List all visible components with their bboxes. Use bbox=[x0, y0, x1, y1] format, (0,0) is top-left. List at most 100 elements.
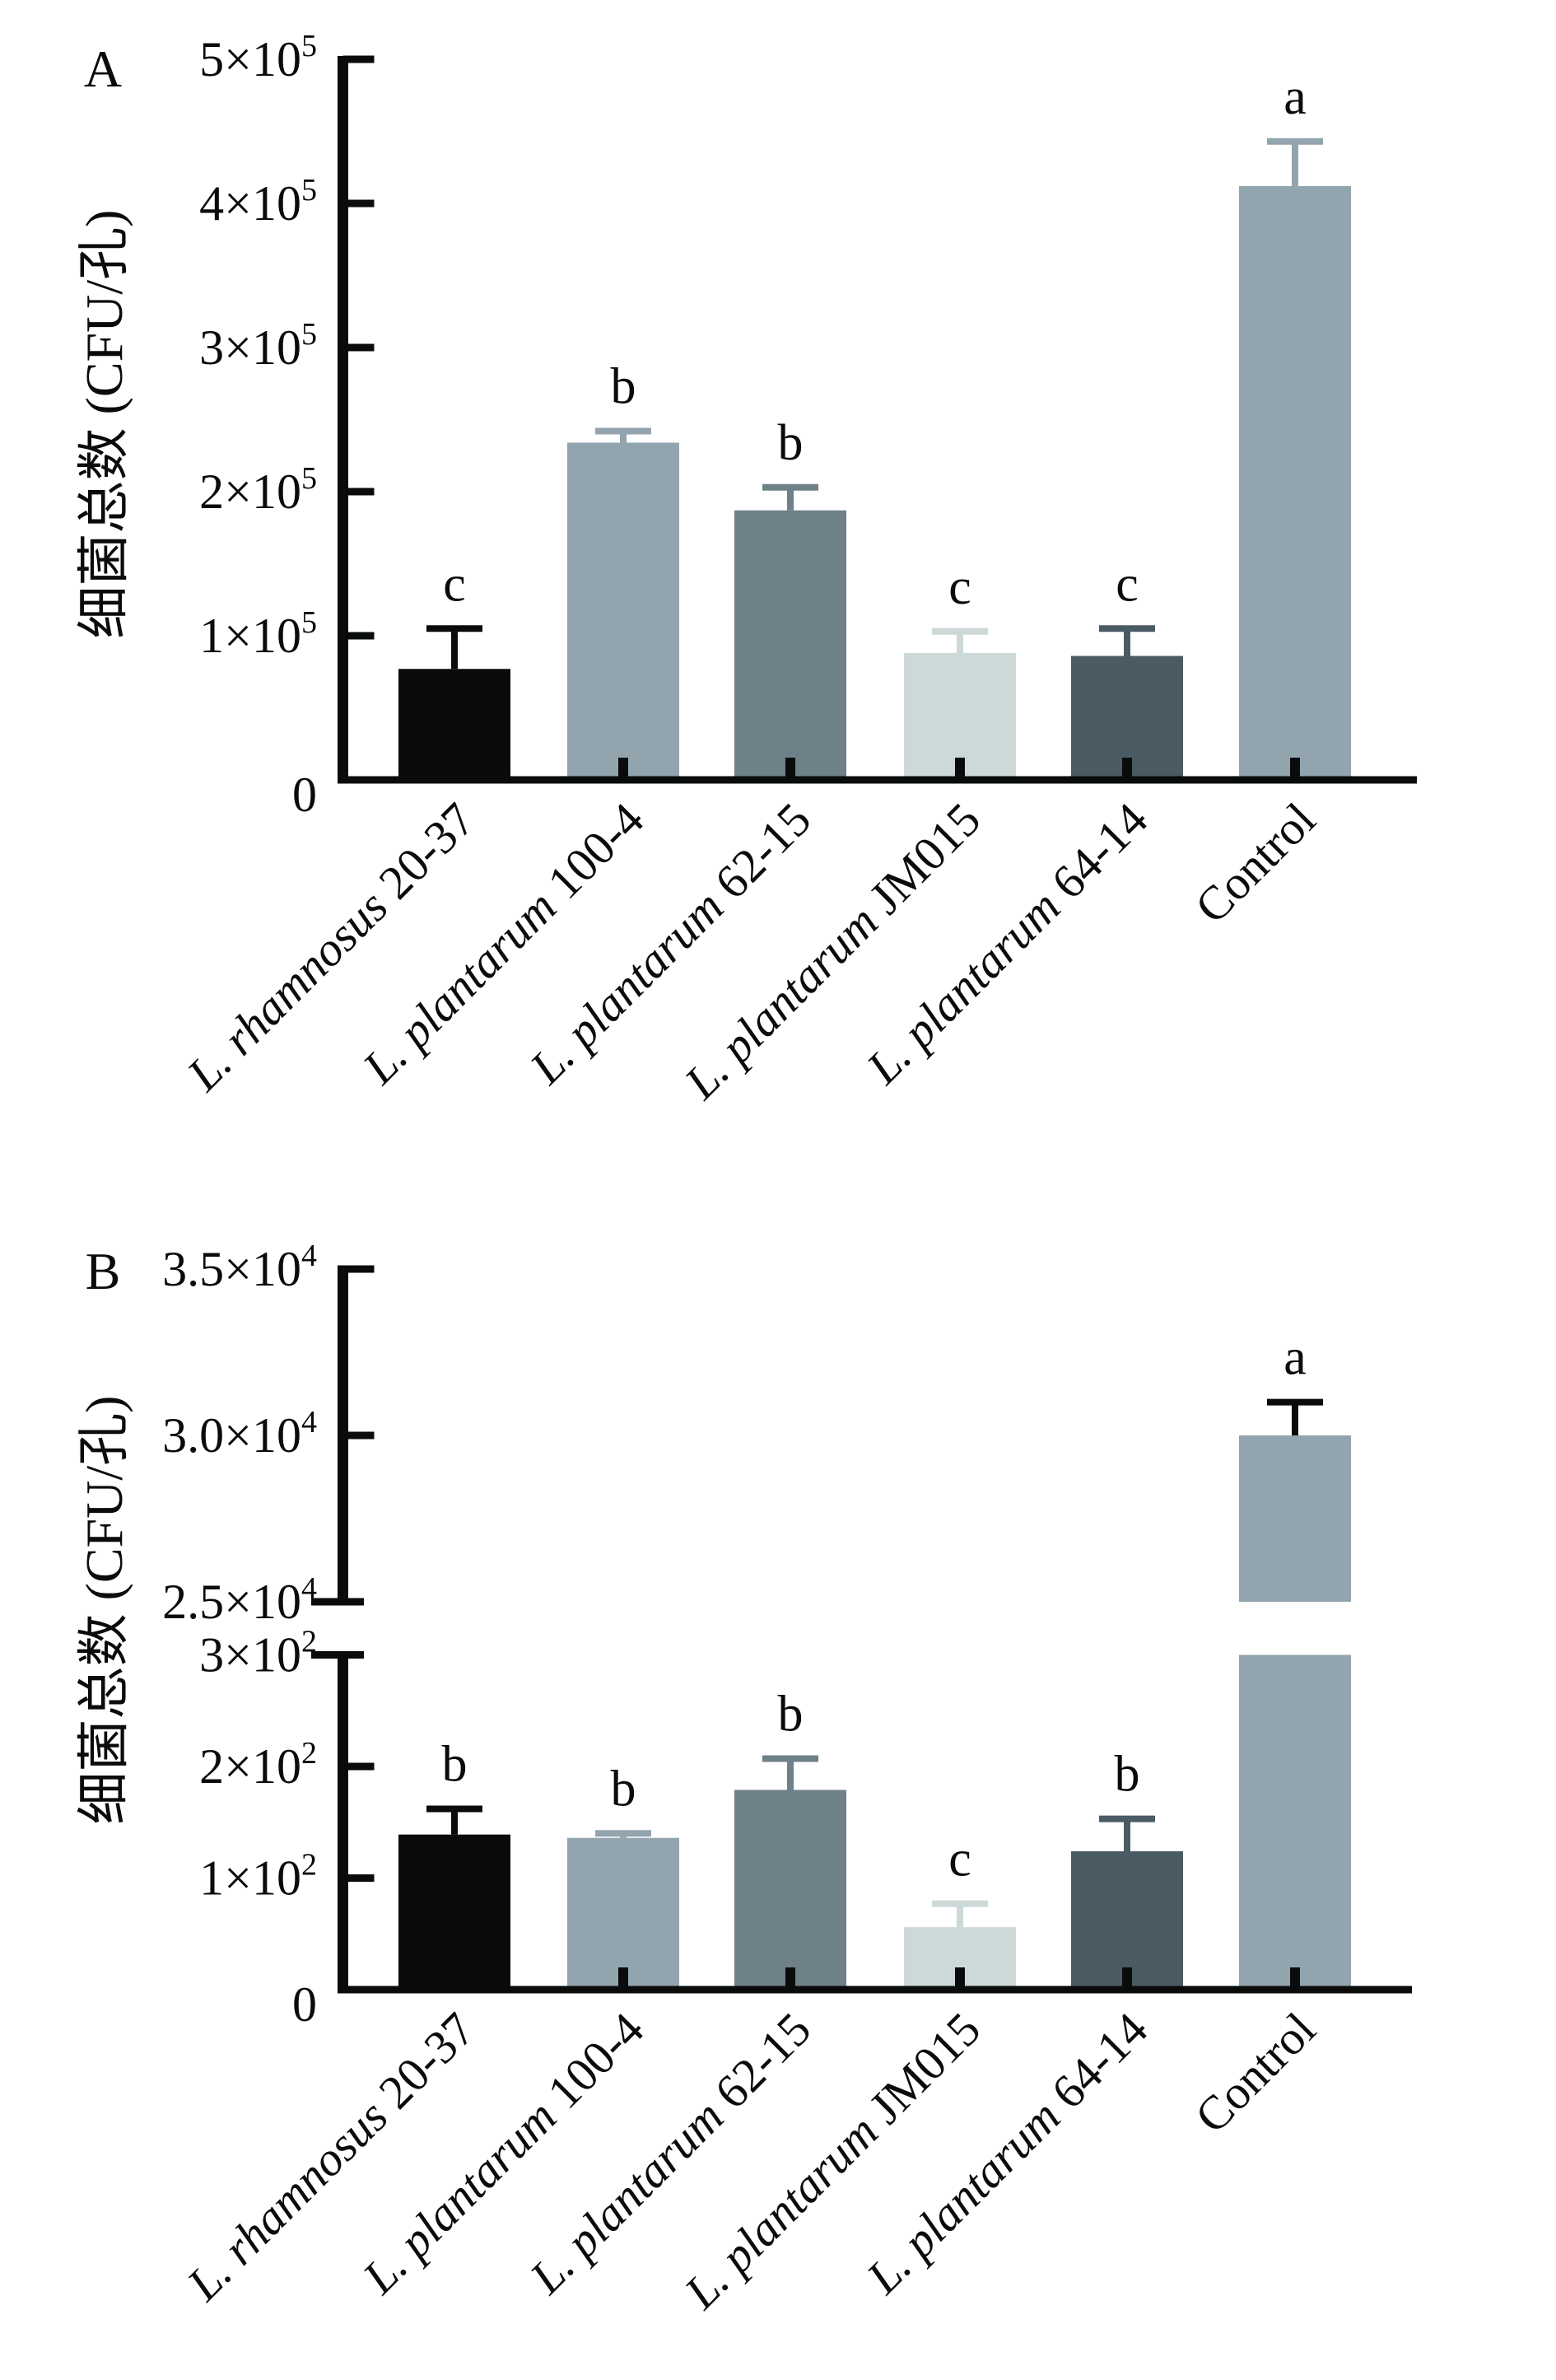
tick-label-exponent: 2 bbox=[301, 1625, 317, 1659]
y-tick-label-lower: 0 bbox=[292, 1977, 317, 2032]
y-tick-label-lower: 3×102 bbox=[199, 1625, 317, 1682]
x-tick-label-strain: JM015 bbox=[850, 792, 990, 932]
panel-label-a: A bbox=[84, 40, 122, 98]
significance-letter: b bbox=[778, 415, 804, 471]
x-tick-label-strain: 64-14 bbox=[1032, 2002, 1158, 2127]
significance-letter: c bbox=[1116, 556, 1139, 612]
y-tick-lower bbox=[342, 1762, 375, 1771]
y-tick-label-upper: 3.5×104 bbox=[162, 1239, 317, 1296]
significance-letter: b bbox=[442, 1736, 468, 1792]
tick-label-exponent: 5 bbox=[301, 605, 317, 640]
tick-label-exponent: 5 bbox=[301, 461, 317, 496]
panel-label-b: B bbox=[86, 1242, 121, 1300]
bar bbox=[1239, 186, 1351, 780]
y-tick bbox=[342, 199, 375, 208]
x-tick-mark bbox=[1122, 758, 1132, 780]
y-tick bbox=[342, 632, 375, 640]
significance-letter: b bbox=[611, 1761, 636, 1817]
x-tick-label: Control bbox=[1185, 2002, 1325, 2143]
panel-b: B 细菌总数 (CFU/孔) b bbcba2.5×1043.0×1043.5×1… bbox=[75, 1239, 1412, 2319]
tick-label-exponent: 5 bbox=[301, 29, 317, 63]
x-tick-label-strain: Control bbox=[1185, 792, 1325, 933]
y-tick bbox=[342, 488, 375, 496]
bar-lower-segment bbox=[1239, 1654, 1351, 1990]
tick-label-base: 1×10 bbox=[199, 609, 301, 663]
y-tick-label: 0 bbox=[292, 768, 317, 822]
x-axis-line bbox=[338, 776, 1417, 784]
y-tick-label-lower: 2×102 bbox=[199, 1736, 317, 1794]
y-axis-title-b: 细菌总数 (CFU/孔) bbox=[75, 1396, 133, 1825]
tick-label-exponent: 2 bbox=[301, 1848, 317, 1883]
tick-label-base: 3×10 bbox=[199, 1628, 301, 1682]
y-tick-label: 1×105 bbox=[199, 605, 317, 663]
y-tick-label-upper: 3.0×104 bbox=[162, 1405, 317, 1463]
y-axis-line-lower bbox=[338, 1651, 348, 1994]
x-tick-mark bbox=[785, 1967, 795, 1990]
y-tick-label: 3×105 bbox=[199, 317, 317, 375]
tick-label-base: 0 bbox=[292, 1977, 317, 2032]
x-tick-label-strain: 64-14 bbox=[1032, 792, 1158, 917]
y-tick-label: 4×105 bbox=[199, 173, 317, 231]
x-tick-label-strain: 100-4 bbox=[529, 2002, 654, 2127]
x-tick-label: Control bbox=[1185, 792, 1325, 933]
bar bbox=[398, 1834, 510, 1990]
bar bbox=[734, 510, 846, 780]
tick-label-exponent: 4 bbox=[301, 1571, 317, 1606]
x-tick-label-strain: 20-37 bbox=[360, 792, 485, 917]
x-tick-mark bbox=[450, 1967, 459, 1990]
bar bbox=[1071, 1850, 1183, 1990]
x-tick-mark bbox=[1290, 758, 1300, 780]
x-tick-label: L. rhamnosus 20-37 bbox=[176, 2002, 485, 2311]
significance-letter: a bbox=[1283, 1330, 1307, 1386]
x-tick-label-strain: Control bbox=[1185, 2002, 1325, 2143]
tick-label-base: 3.5×10 bbox=[162, 1242, 301, 1296]
tick-label-base: 3.0×10 bbox=[162, 1408, 301, 1463]
bar bbox=[734, 1790, 846, 1990]
tick-label-exponent: 4 bbox=[301, 1239, 317, 1273]
x-tick-mark bbox=[785, 758, 795, 780]
significance-letter: c bbox=[443, 556, 466, 612]
x-tick-mark bbox=[955, 758, 965, 780]
tick-label-base: 4×10 bbox=[199, 176, 301, 231]
bar bbox=[567, 442, 679, 780]
y-axis-title-a: 细菌总数 (CFU/孔) bbox=[75, 210, 133, 639]
x-tick-label-strain: 62-15 bbox=[696, 2002, 821, 2127]
x-axis-line bbox=[338, 1986, 1412, 1994]
x-tick-label: L. plantarum 100-4 bbox=[352, 792, 654, 1094]
tick-label-base: 1×10 bbox=[199, 1851, 301, 1906]
axis-break-mark-upper bbox=[311, 1598, 364, 1606]
x-tick-label-strain: 20-37 bbox=[360, 2002, 485, 2127]
x-tick-label: L. plantarum 64-14 bbox=[855, 2002, 1158, 2304]
significance-letter: b bbox=[611, 359, 636, 415]
x-tick-label: L. plantarum 62-15 bbox=[519, 792, 821, 1094]
x-tick-label-strain: 62-15 bbox=[696, 792, 821, 917]
tick-label-exponent: 2 bbox=[301, 1736, 317, 1771]
y-axis-line bbox=[338, 56, 348, 783]
x-tick-label-strain: 100-4 bbox=[529, 792, 654, 917]
tick-label-base: 5×10 bbox=[199, 32, 301, 86]
tick-label-exponent: 5 bbox=[301, 317, 317, 352]
significance-letter: b bbox=[778, 1687, 804, 1743]
tick-label-base: 2×10 bbox=[199, 464, 301, 519]
tick-label-exponent: 4 bbox=[301, 1405, 317, 1440]
bar-upper-segment bbox=[1239, 1435, 1351, 1602]
x-tick-mark bbox=[1122, 1967, 1132, 1990]
axes-b: b bbcba2.5×1043.0×1043.5×10401×1022×1023×… bbox=[162, 1239, 1412, 2319]
significance-letter: b bbox=[1115, 1747, 1140, 1803]
y-tick-upper bbox=[342, 1265, 375, 1273]
x-tick-mark bbox=[1290, 1967, 1300, 1990]
tick-label-base: 0 bbox=[292, 768, 317, 822]
y-tick-label-lower: 1×102 bbox=[199, 1848, 317, 1906]
y-tick-label: 2×105 bbox=[199, 461, 317, 519]
tick-label-base: 2.5×10 bbox=[162, 1575, 301, 1629]
x-tick-mark bbox=[618, 758, 628, 780]
y-tick-lower bbox=[342, 1874, 375, 1882]
y-tick-upper bbox=[342, 1431, 375, 1440]
y-tick-label-upper: 2.5×104 bbox=[162, 1571, 317, 1629]
tick-label-base: 3×10 bbox=[199, 320, 301, 375]
significance-letter: a bbox=[1283, 69, 1307, 125]
x-tick-label: L. rhamnosus 20-37 bbox=[176, 792, 485, 1101]
